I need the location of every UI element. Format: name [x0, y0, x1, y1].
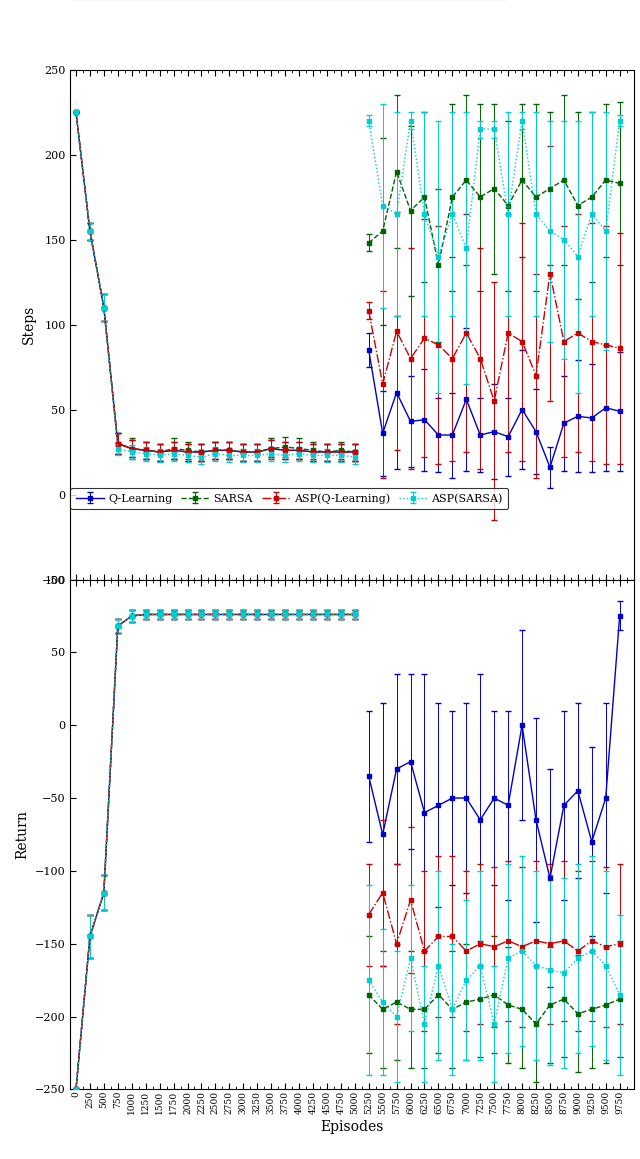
- Text: (a) Steps needed to reach the goal state.: (a) Steps needed to reach the goal state…: [223, 707, 481, 720]
- Y-axis label: Return: Return: [15, 810, 29, 859]
- X-axis label: Episodes: Episodes: [320, 610, 384, 624]
- Y-axis label: Steps: Steps: [22, 305, 36, 344]
- X-axis label: Episodes: Episodes: [320, 1120, 384, 1134]
- Legend: Q-Learning, SARSA, ASP(Q-Learning), ASP(SARSA): Q-Learning, SARSA, ASP(Q-Learning), ASP(…: [70, 488, 508, 510]
